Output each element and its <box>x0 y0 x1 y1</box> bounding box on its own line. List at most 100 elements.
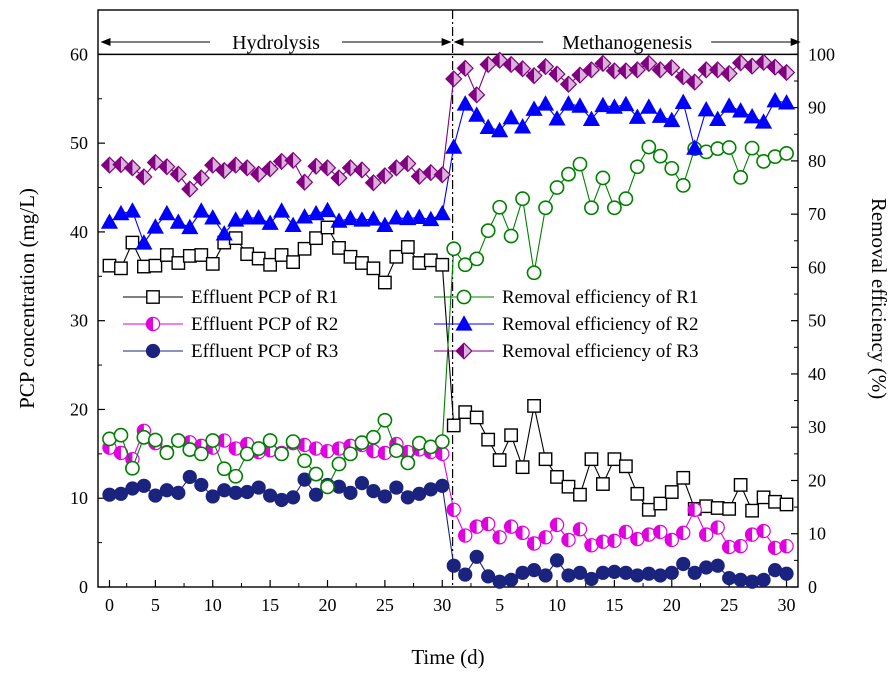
data-point <box>169 213 187 229</box>
data-point <box>766 91 784 108</box>
data-point <box>607 452 622 467</box>
data-point <box>240 247 255 262</box>
data-point <box>262 433 278 448</box>
data-point <box>285 434 301 449</box>
data-point <box>607 533 622 549</box>
data-point <box>515 565 530 580</box>
data-point <box>458 528 473 543</box>
y-left-tick-label: 20 <box>70 399 88 419</box>
data-point <box>538 452 553 467</box>
data-point <box>192 202 210 218</box>
data-point <box>515 191 530 207</box>
data-point <box>389 480 404 495</box>
data-point <box>446 558 461 573</box>
data-point <box>525 67 543 85</box>
data-point <box>193 446 209 462</box>
data-point <box>456 289 472 305</box>
x-tick-label: 30 <box>433 595 451 615</box>
data-point <box>594 96 612 113</box>
data-point <box>640 98 658 114</box>
data-point <box>217 483 232 498</box>
data-point <box>732 102 750 118</box>
y-right-tick-label: 90 <box>808 98 826 118</box>
data-point <box>573 487 587 502</box>
data-point <box>216 461 232 477</box>
data-point <box>710 520 725 535</box>
legend-label: Effluent PCP of R1 <box>191 287 338 308</box>
data-point <box>204 156 222 174</box>
data-point <box>145 316 161 332</box>
data-point <box>572 522 588 537</box>
data-point <box>675 177 691 193</box>
data-point <box>158 204 176 221</box>
x-tick-label: 20 <box>319 595 337 615</box>
data-point <box>674 93 692 109</box>
x-tick-label: 15 <box>605 595 623 615</box>
data-point <box>159 248 174 262</box>
data-point <box>641 139 657 155</box>
data-point <box>125 481 140 496</box>
data-point <box>250 165 268 183</box>
data-point <box>320 443 335 459</box>
x-axis-title: Time (d) <box>411 645 484 669</box>
legend-entry: Removal efficiency of R1 <box>434 287 698 308</box>
data-point <box>756 523 771 539</box>
data-point <box>158 158 176 176</box>
data-point <box>274 492 289 508</box>
data-point <box>123 159 142 177</box>
data-point <box>515 460 530 475</box>
data-point <box>320 479 335 495</box>
data-point <box>399 154 417 173</box>
data-point <box>527 399 541 413</box>
data-point <box>561 532 576 548</box>
data-point <box>377 489 392 504</box>
data-point <box>697 61 715 79</box>
y-right-tick-label: 0 <box>808 577 817 597</box>
data-point <box>332 241 346 255</box>
y-right-tick-label: 40 <box>808 364 826 384</box>
data-point <box>377 412 393 428</box>
data-point <box>182 248 197 263</box>
data-point <box>263 257 278 272</box>
data-point <box>687 502 702 517</box>
y-left-tick-label: 60 <box>70 44 88 64</box>
legend-label: Removal efficiency of R1 <box>502 287 698 308</box>
data-point <box>113 445 129 461</box>
data-point <box>433 204 451 221</box>
data-point <box>709 110 727 127</box>
data-point <box>308 466 324 482</box>
y-right-tick-label: 70 <box>808 204 826 224</box>
data-point <box>159 483 174 498</box>
x-tick-label: 30 <box>778 595 796 615</box>
data-point <box>663 59 681 77</box>
data-point <box>561 568 576 583</box>
data-point <box>228 468 244 484</box>
data-point <box>710 501 725 515</box>
x-tick-label: 5 <box>151 595 160 615</box>
data-point <box>354 476 370 491</box>
data-point <box>536 57 555 76</box>
y-left-tick-label: 10 <box>70 488 88 508</box>
data-point <box>779 146 794 161</box>
phase-label: Hydrolysis <box>232 32 320 54</box>
data-point <box>286 255 300 270</box>
data-point <box>733 538 748 554</box>
data-point <box>582 110 600 127</box>
series <box>102 220 794 518</box>
x-tick-label: 0 <box>105 595 114 615</box>
data-point <box>455 342 473 360</box>
data-point <box>503 228 519 244</box>
data-point <box>561 166 576 182</box>
data-point <box>653 496 668 511</box>
data-point <box>146 218 164 234</box>
data-point <box>227 156 245 174</box>
data-point <box>584 452 599 467</box>
data-point <box>159 445 175 461</box>
data-point <box>596 477 610 491</box>
data-point <box>468 86 486 104</box>
data-point <box>571 66 589 84</box>
data-point <box>651 107 669 123</box>
data-point <box>491 121 509 138</box>
data-point <box>697 101 715 117</box>
data-point <box>480 516 496 532</box>
